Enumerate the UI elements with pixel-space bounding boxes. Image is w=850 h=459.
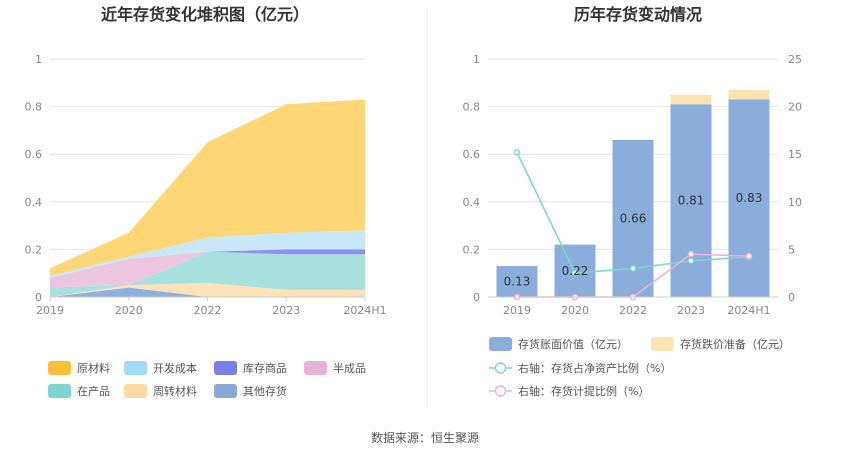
right-x-tick: 2019 (503, 304, 531, 317)
left-y-tick: 0.8 (25, 101, 43, 114)
bar-line-chart: 历年存货变动情况 0.130.220.660.81 0.83 00.20.40.6… (463, 5, 803, 398)
right-right-y-tick: 0 (788, 291, 795, 304)
left-legend-label: 在产品 (77, 384, 110, 398)
right-x-tick: 2020 (561, 304, 589, 317)
right-legend-label: 右轴：存货占净资产比例（%） (518, 361, 671, 375)
left-x-tick: 2024H1 (343, 304, 386, 317)
left-legend-swatch (124, 361, 147, 375)
right-right-y-tick: 25 (788, 53, 802, 66)
bar-data-label: 0.22 (562, 264, 589, 278)
right-left-y-tick: 0.2 (463, 243, 481, 256)
line-point (745, 252, 753, 260)
left-legend-swatch (124, 384, 147, 398)
left-x-tick: 2020 (115, 304, 143, 317)
left-legend-label: 周转材料 (153, 384, 197, 398)
right-legend-marker (494, 385, 507, 397)
right-legend-label: 存货跌价准备（亿元） (680, 337, 790, 351)
right-left-y-tick: 0.8 (463, 101, 481, 114)
bar-data-label: 0.13 (504, 275, 531, 289)
area-其他存货 (50, 287, 365, 297)
right-chart-title: 历年存货变动情况 (574, 5, 702, 24)
area-开发成本 (50, 230, 365, 278)
left-x-tick: 2019 (36, 304, 64, 317)
left-x-tick: 2022 (194, 304, 222, 317)
right-legend-label: 右轴：存货计提比例（%） (518, 384, 649, 398)
line-point (513, 148, 521, 156)
area-周转材料 (50, 282, 365, 297)
area-库存商品 (50, 249, 365, 278)
left-legend-swatch (214, 361, 237, 375)
bar-存货账面价值（亿元） (496, 266, 538, 297)
left-legend-swatch (304, 361, 327, 375)
left-chart-title: 近年存货变化堆积图（亿元） (101, 5, 309, 24)
right-left-y-tick: 1 (473, 53, 480, 66)
left-legend-swatch (214, 384, 237, 398)
bar-data-label: 0.83 (736, 191, 763, 205)
bar-存货跌价准备（亿元） (728, 89, 770, 100)
right-right-y-tick: 15 (788, 148, 802, 161)
right-left-y-tick: 0 (473, 291, 480, 304)
right-x-tick: 2022 (619, 304, 647, 317)
right-left-y-tick: 0.6 (463, 148, 481, 161)
left-y-tick: 0.4 (25, 196, 43, 209)
area-在产品 (50, 251, 365, 297)
data-source: 数据来源：恒生聚源 (371, 430, 479, 445)
bar-data-label: 0.81 (678, 194, 705, 208)
right-left-y-tick: 0.4 (463, 196, 481, 209)
right-x-tick: 2023 (677, 304, 705, 317)
left-legend-swatch (48, 384, 71, 398)
left-y-tick: 0.6 (25, 148, 43, 161)
left-areas (50, 99, 365, 297)
right-lines: 0.13 0.22 0.66 0.81 0.83 (504, 148, 763, 301)
line-point (687, 250, 695, 258)
right-right-y-tick: 10 (788, 196, 802, 209)
left-axis: 0 0.2 0.4 0.6 0.8 1 2019 2020 2022 2023 2024H1 (25, 53, 387, 317)
left-legend-label: 开发成本 (153, 361, 197, 375)
area-半成品 (50, 251, 365, 288)
line-point (687, 257, 695, 265)
stacked-area-chart: 近年存货变化堆积图（亿元） 0 0.2 0.4 0.6 0.8 1 2019 2020 2022… (25, 5, 387, 398)
left-y-tick: 0 (35, 291, 42, 304)
right-legend-swatch (651, 337, 674, 351)
right-legend: 存货账面价值（亿元） 存货跌价准备（亿元） 右轴：存货占净资产比例（%） 右轴：存货计… (489, 337, 790, 398)
left-legend-label: 半成品 (333, 361, 366, 375)
right-legend-label: 存货账面价值（亿元） (518, 337, 628, 351)
bar-存货跌价准备（亿元） (670, 94, 712, 105)
left-legend-label: 库存商品 (243, 361, 287, 375)
bar-存货账面价值（亿元） (728, 99, 770, 298)
right-x-tick: 2024H1 (727, 304, 770, 317)
left-legend-swatch (48, 361, 71, 375)
line-point (629, 265, 637, 272)
left-y-tick: 0.2 (25, 243, 43, 256)
line-point (571, 269, 579, 277)
left-x-tick: 2023 (272, 304, 300, 317)
area-原材料 (50, 99, 365, 276)
right-legend-marker (494, 362, 507, 374)
right-right-y-tick: 5 (788, 243, 795, 256)
right-right-y-tick: 20 (788, 101, 802, 114)
left-y-tick: 1 (35, 53, 42, 66)
left-legend-label: 原材料 (77, 361, 110, 375)
bar-data-label: 0.66 (620, 211, 647, 225)
right-legend-swatch (489, 337, 512, 351)
left-legend-label: 其他存货 (243, 384, 287, 398)
